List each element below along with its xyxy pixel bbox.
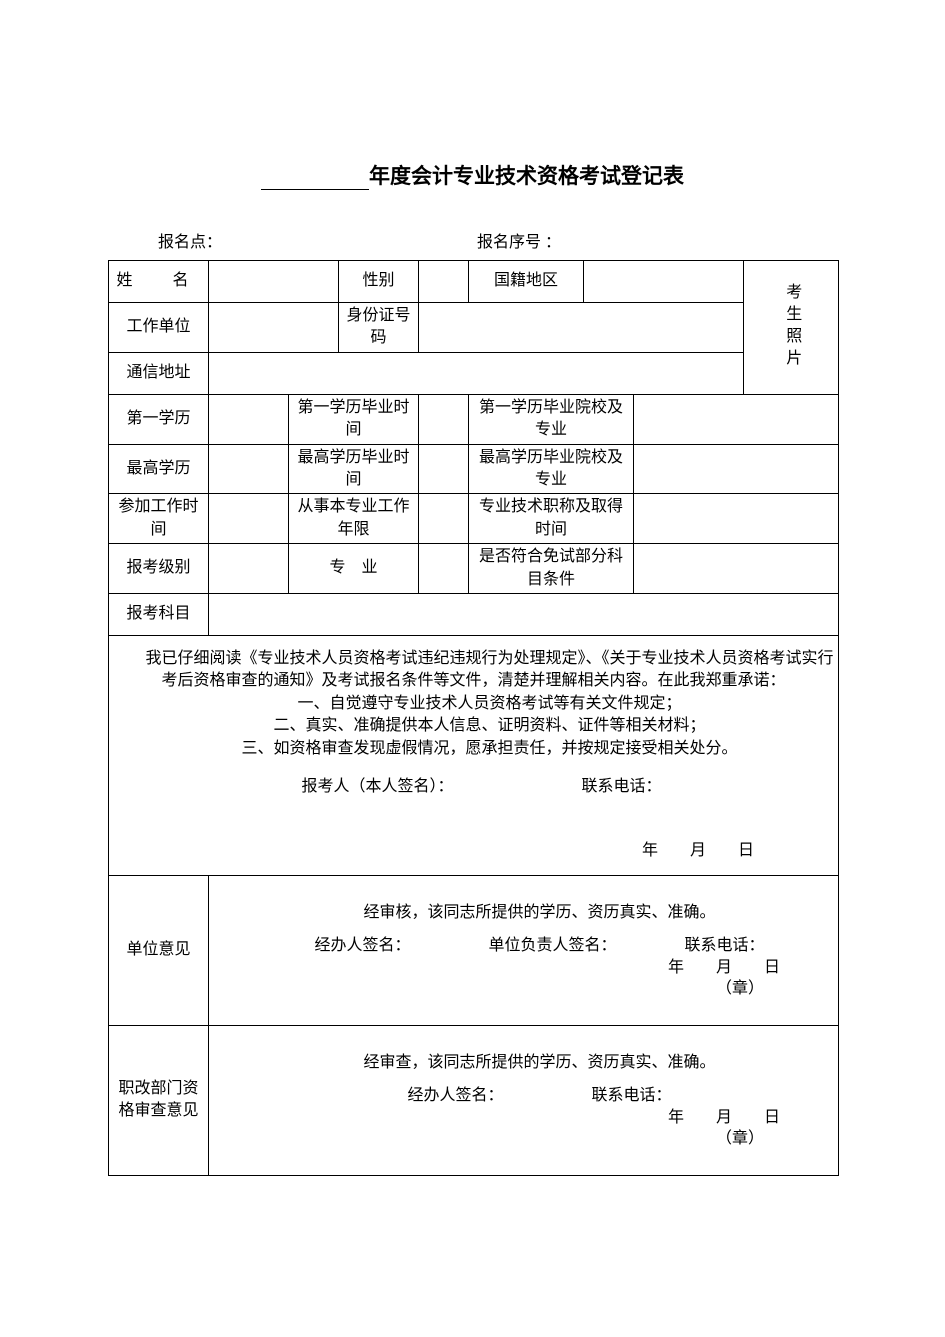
- declaration-signature-line: 报考人（本人签名）： 联系电话：: [113, 776, 834, 798]
- declaration-date: 年 月 日: [113, 840, 834, 862]
- label-work-unit: 工作单位: [109, 303, 209, 353]
- label-first-edu-school: 第一学历毕业院校及专业: [469, 394, 634, 444]
- value-work-start: [209, 494, 289, 544]
- unit-leader-label: 单位负责人签名：: [488, 937, 616, 954]
- value-highest-edu: [209, 444, 289, 494]
- label-highest-edu-time: 最高学历毕业时间: [289, 444, 419, 494]
- dept-opinion-cell: 经审查，该同志所提供的学历、资历真实、准确。 经办人签名： 联系电话： 年 月 …: [209, 1025, 839, 1175]
- form-title: 年度会计专业技术资格考试登记表: [108, 160, 837, 190]
- label-id-number: 身份证号码: [339, 303, 419, 353]
- photo-cell: 考生照片: [744, 261, 839, 395]
- dept-opinion-sig-row: 经办人签名： 联系电话：: [213, 1085, 834, 1107]
- label-exam-level: 报考级别: [109, 544, 209, 594]
- label-major: 专 业: [289, 544, 419, 594]
- unit-handler-label: 经办人签名：: [314, 937, 410, 954]
- header-line: 报名点： 报名序号 ：: [108, 228, 837, 252]
- unit-opinion-text: 经审核，该同志所提供的学历、资历真实、准确。: [213, 902, 834, 924]
- value-highest-edu-school: [634, 444, 839, 494]
- registration-form-table: 姓 名 性别 国籍地区 考生照片 工作单位 身份证号码 通信地址 第一学历 第一…: [108, 260, 839, 1176]
- label-name: 姓 名: [109, 261, 209, 303]
- value-nationality: [584, 261, 744, 303]
- value-highest-edu-time: [419, 444, 469, 494]
- value-first-edu: [209, 394, 289, 444]
- value-address: [209, 352, 744, 394]
- value-name: [209, 261, 339, 303]
- declaration-l2: 二、真实、准确提供本人信息、证明资料、证件等相关材料；: [113, 715, 834, 737]
- registration-point-label: 报名点：: [158, 228, 473, 252]
- label-first-edu: 第一学历: [109, 394, 209, 444]
- label-first-edu-time: 第一学历毕业时间: [289, 394, 419, 444]
- declaration-p1: 我已仔细阅读《专业技术人员资格考试违纪违规行为处理规定》、《关于专业技术人员资格…: [113, 648, 834, 693]
- value-exam-subjects: [209, 593, 839, 635]
- unit-opinion-sig-row: 经办人签名： 单位负责人签名： 联系电话：: [213, 935, 834, 957]
- declaration-signer-label: 报考人（本人签名）：: [301, 778, 453, 795]
- unit-opinion-date: 年 月 日: [213, 957, 834, 979]
- declaration-l3: 三、如资格审查发现虚假情况，愿承担责任，并按规定接受相关处分。: [113, 738, 834, 760]
- label-work-start: 参加工作时间: [109, 494, 209, 544]
- label-highest-edu-school: 最高学历毕业院校及专业: [469, 444, 634, 494]
- value-pro-title: [634, 494, 839, 544]
- declaration-l1: 一、自觉遵守专业技术人员资格考试等有关文件规定；: [113, 693, 834, 715]
- unit-opinion-seal: （章）: [213, 979, 834, 998]
- label-exam-subjects: 报考科目: [109, 593, 209, 635]
- value-exam-level: [209, 544, 289, 594]
- label-pro-title: 专业技术职称及取得时间: [469, 494, 634, 544]
- dept-opinion-text: 经审查，该同志所提供的学历、资历真实、准确。: [213, 1052, 834, 1074]
- dept-contact-label: 联系电话：: [592, 1087, 672, 1104]
- value-gender: [419, 261, 469, 303]
- declaration-contact-label: 联系电话：: [582, 778, 662, 795]
- title-text: 年度会计专业技术资格考试登记表: [369, 164, 684, 188]
- label-unit-opinion: 单位意见: [109, 875, 209, 1025]
- label-highest-edu: 最高学历: [109, 444, 209, 494]
- dept-handler-label: 经办人签名：: [407, 1087, 503, 1104]
- unit-contact-label: 联系电话：: [685, 937, 765, 954]
- value-exemption: [634, 544, 839, 594]
- label-work-years: 从事本专业工作年限: [289, 494, 419, 544]
- value-id-number: [419, 303, 744, 353]
- label-nationality: 国籍地区: [469, 261, 584, 303]
- title-year-blank: [261, 189, 369, 190]
- value-major: [419, 544, 469, 594]
- declaration-cell: 我已仔细阅读《专业技术人员资格考试违纪违规行为处理规定》、《关于专业技术人员资格…: [109, 635, 839, 875]
- label-gender: 性别: [339, 261, 419, 303]
- value-first-edu-time: [419, 394, 469, 444]
- value-first-edu-school: [634, 394, 839, 444]
- label-dept-opinion: 职改部门资格审查意见: [109, 1025, 209, 1175]
- dept-opinion-seal: （章）: [213, 1129, 834, 1148]
- dept-opinion-date: 年 月 日: [213, 1107, 834, 1129]
- label-address: 通信地址: [109, 352, 209, 394]
- value-work-unit: [209, 303, 339, 353]
- label-exemption: 是否符合免试部分科目条件: [469, 544, 634, 594]
- value-work-years: [419, 494, 469, 544]
- registration-seq-label: 报名序号 ：: [477, 234, 561, 251]
- unit-opinion-cell: 经审核，该同志所提供的学历、资历真实、准确。 经办人签名： 单位负责人签名： 联…: [209, 875, 839, 1025]
